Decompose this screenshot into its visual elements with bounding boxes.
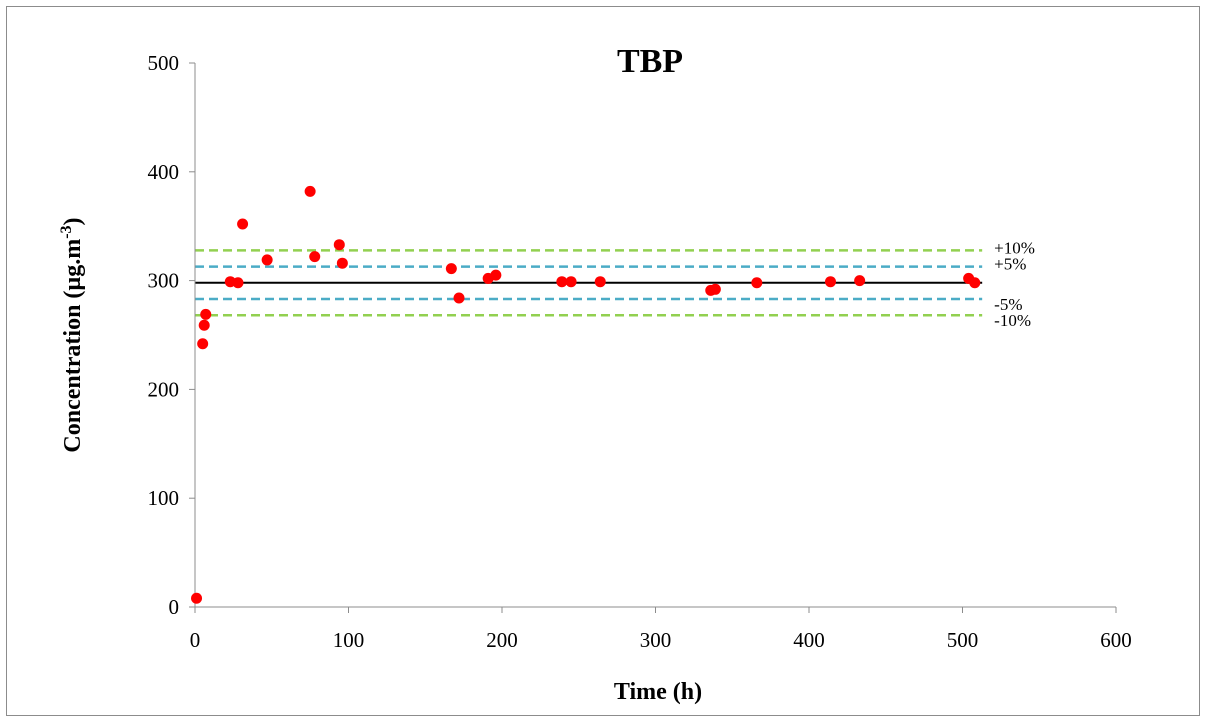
y-tick-label: 500 — [148, 51, 180, 75]
data-point — [261, 254, 273, 266]
band-label: -5% — [994, 295, 1022, 314]
data-point — [709, 283, 721, 295]
y-tick-label: 400 — [148, 160, 180, 184]
data-point — [490, 269, 502, 281]
data-point — [565, 276, 577, 288]
data-point — [232, 277, 244, 289]
y-axis-ticks: 0 100 200 300 400 500 — [148, 51, 195, 619]
data-point — [197, 338, 209, 350]
data-point — [333, 239, 345, 251]
y-axis-title: Concentration (µg.m-3) — [58, 217, 86, 452]
y-tick-label: 300 — [148, 269, 180, 293]
data-point — [453, 292, 465, 304]
data-point — [237, 218, 249, 230]
data-point — [445, 263, 457, 275]
data-point — [336, 257, 348, 269]
x-tick-label: 0 — [190, 628, 201, 652]
data-point — [556, 276, 568, 288]
x-tick-label: 100 — [333, 628, 365, 652]
band-label: -10% — [994, 311, 1031, 330]
axes — [194, 63, 1116, 608]
data-point — [200, 308, 212, 320]
x-tick-label: 500 — [947, 628, 979, 652]
band-label: +10% — [994, 238, 1035, 257]
band-labels: +10%+5% -5%-10% — [994, 238, 1035, 330]
y-tick-label: 100 — [148, 486, 180, 510]
y-tick-label: 200 — [148, 377, 180, 401]
y-tick-label: 0 — [169, 595, 180, 619]
y-axis-title-sup: -3 — [58, 225, 75, 238]
x-axis-ticks: 0 100 200 300 400 500 600 — [190, 607, 1132, 652]
chart-frame — [6, 6, 1200, 716]
data-point — [198, 319, 210, 331]
x-tick-label: 400 — [793, 628, 825, 652]
data-point — [304, 185, 316, 197]
data-point — [309, 251, 321, 263]
data-point — [751, 277, 763, 289]
data-point — [969, 277, 981, 289]
x-tick-label: 600 — [1100, 628, 1132, 652]
band-label: +5% — [994, 255, 1026, 274]
data-points — [191, 185, 981, 604]
x-tick-label: 300 — [640, 628, 672, 652]
x-tick-label: 200 — [486, 628, 518, 652]
x-axis-title: Time (h) — [614, 679, 702, 705]
data-point — [594, 276, 606, 288]
data-point — [191, 592, 203, 604]
y-axis-title-main: Concentration (µg.m — [60, 239, 86, 453]
chart-title: TBP — [617, 43, 683, 80]
data-point — [824, 276, 836, 288]
tolerance-bands — [195, 249, 983, 317]
y-axis-title-end: ) — [60, 217, 86, 225]
data-point — [854, 275, 866, 287]
